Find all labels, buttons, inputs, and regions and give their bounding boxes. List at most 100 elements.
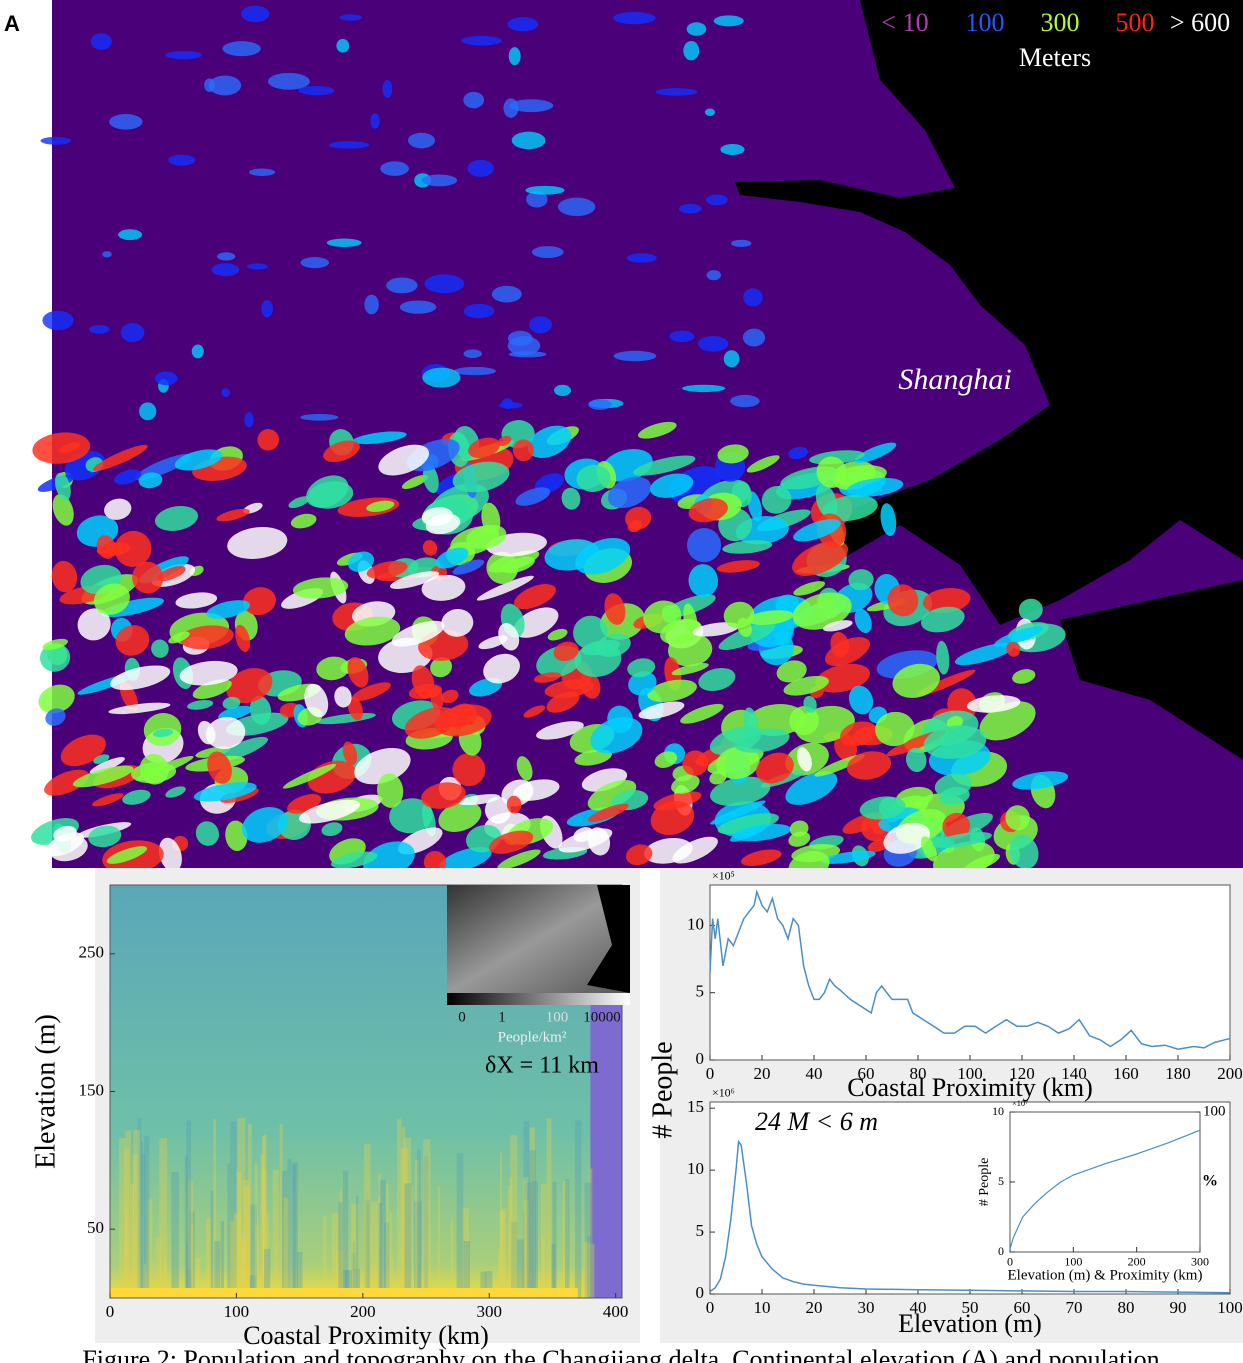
- terrain-patch: [687, 22, 707, 36]
- terrain-patch: [614, 351, 657, 362]
- terrain-patch: [421, 175, 457, 187]
- x-tick-label: 100: [224, 1302, 250, 1321]
- y-tick-label: 250: [79, 943, 105, 962]
- heatmap-streak: [255, 1164, 258, 1298]
- terrain-patch: [298, 86, 334, 95]
- heatmap-streak: [227, 1163, 230, 1298]
- y-axis-label: # People: [647, 1041, 678, 1138]
- terrain-patch: [743, 329, 765, 347]
- heatmap-streak: [379, 1203, 382, 1298]
- y-scale-label: ×10⁵: [712, 869, 735, 883]
- heatmap-streak: [404, 1183, 411, 1298]
- terrain-patch: [492, 286, 522, 303]
- y-tick-label: 150: [79, 1080, 105, 1099]
- terrain-patch: [705, 109, 715, 117]
- x-axis-label: Coastal Proximity (km): [243, 1321, 489, 1350]
- heatmap-streak: [260, 1155, 264, 1298]
- legend-label: 300: [1041, 8, 1080, 37]
- heatmap-streak: [575, 1120, 581, 1298]
- annotation: 24 M < 6 m: [755, 1107, 878, 1136]
- heatmap-streak: [206, 1219, 211, 1298]
- legend-title: Meters: [1019, 43, 1091, 72]
- colorbar: [447, 993, 630, 1005]
- terrain-patch: [217, 252, 235, 260]
- place-label: Shanghai: [898, 363, 1011, 396]
- frame: [710, 885, 1230, 1060]
- heatmap-streak: [130, 1184, 134, 1298]
- terrain-patch: [467, 160, 494, 177]
- heatmap-streak: [149, 1199, 153, 1298]
- x-tick-label: 400: [603, 1302, 629, 1321]
- terrain-patch: [683, 41, 699, 60]
- x-tick-label: 100: [1217, 1298, 1243, 1317]
- colorbar-title: People/km²: [498, 1029, 567, 1045]
- heatmap-streak: [287, 1159, 291, 1298]
- heatmap-streak: [238, 1118, 246, 1298]
- terrain-patch: [42, 311, 73, 331]
- x-tick-label: 200: [1217, 1064, 1243, 1083]
- x-axis-label: Coastal Proximity (km): [847, 1073, 1093, 1102]
- annotation: δX = 11 km: [485, 1053, 599, 1079]
- terrain-patch: [532, 246, 564, 258]
- terrain-patch: [364, 295, 379, 315]
- legend-label: 500: [1116, 8, 1155, 37]
- terrain-patch: [139, 402, 156, 420]
- terrain-patch: [244, 412, 253, 427]
- terrain-patch: [731, 240, 752, 247]
- terrain-patch: [714, 15, 744, 26]
- x-tick-label: 100: [1064, 1255, 1082, 1269]
- x-tick-label: 10: [754, 1298, 771, 1317]
- colorbar-label: 0: [458, 1009, 466, 1025]
- y-tick-label: 5: [696, 1221, 705, 1240]
- heatmap-streak: [211, 1191, 214, 1298]
- terrain-patch: [102, 251, 112, 257]
- heatmap-base: [110, 1288, 578, 1298]
- terrain-patch: [627, 253, 657, 262]
- legend-label: < 10: [881, 8, 928, 37]
- terrain-patch: [507, 17, 538, 31]
- terrain-patch: [327, 239, 362, 247]
- terrain-patch: [743, 288, 763, 306]
- terrain-patch: [464, 304, 495, 319]
- terrain-patch: [698, 336, 729, 352]
- heatmap-streak: [423, 1139, 430, 1298]
- terrain-patch: [109, 114, 142, 130]
- terrain-patch: [558, 198, 595, 216]
- x-tick-label: 0: [706, 1064, 715, 1083]
- terrain-patch: [155, 372, 178, 386]
- x-tick-label: 300: [477, 1302, 503, 1321]
- legend-label: > 600: [1170, 8, 1230, 37]
- heatmap-streak: [364, 1144, 371, 1298]
- heatmap-streak: [186, 1120, 191, 1298]
- heatmap-streak: [332, 1213, 339, 1298]
- terrain-patch: [221, 388, 230, 397]
- terrain-patch: [336, 39, 349, 53]
- y-tick-label: 10: [992, 1104, 1004, 1118]
- colorbar-label: 1: [498, 1009, 506, 1025]
- terrain-patch: [91, 33, 112, 50]
- terrain-patch: [424, 274, 464, 293]
- y-tick-label: 5: [696, 982, 705, 1001]
- terrain-patch: [682, 385, 725, 392]
- y-tick-label: 15: [687, 1097, 704, 1116]
- x-tick-label: 20: [754, 1064, 771, 1083]
- terrain-patch: [89, 325, 110, 334]
- figure: A Meters Shanghai Figure 2: Population a…: [0, 0, 1243, 1363]
- terrain-patch: [209, 75, 241, 95]
- terrain-patch: [121, 323, 145, 342]
- terrain-patch: [655, 88, 697, 96]
- terrain-patch: [730, 395, 760, 407]
- heatmap-streak: [510, 1135, 517, 1298]
- terrain-patch: [464, 349, 482, 358]
- heatmap-streak: [356, 1196, 358, 1298]
- heatmap-streak: [171, 1172, 179, 1298]
- heatmap-streak: [125, 1216, 127, 1298]
- terrain-patch: [211, 263, 239, 276]
- terrain-patch: [512, 132, 546, 150]
- y-scale-label: ×10⁶: [712, 1086, 735, 1100]
- terrain-patch: [118, 229, 142, 240]
- x-tick-label: 300: [1191, 1255, 1209, 1269]
- terrain-patch: [165, 51, 202, 59]
- y-axis-label: # People: [977, 1158, 992, 1207]
- x-tick-label: 20: [806, 1298, 823, 1317]
